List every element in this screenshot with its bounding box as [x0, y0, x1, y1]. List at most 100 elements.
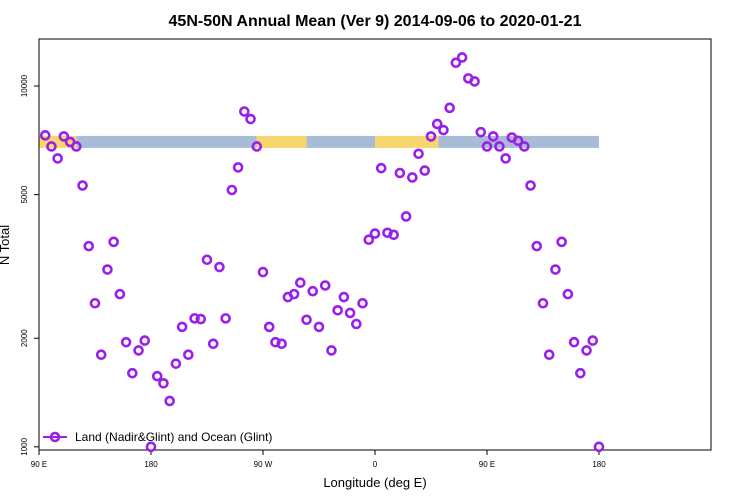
- data-point: [108, 236, 119, 248]
- data-point: [151, 370, 163, 382]
- data-point: [214, 261, 225, 273]
- data-point: [114, 288, 126, 300]
- data-point: [158, 377, 169, 389]
- data-point: [133, 345, 144, 356]
- data-point: [189, 313, 200, 324]
- x-tick-label-5: 180: [592, 460, 606, 469]
- chart-title: 45N-50N Annual Mean (Ver 9) 2014-09-06 t…: [169, 13, 582, 30]
- data-point: [319, 280, 331, 291]
- data-point: [338, 291, 350, 303]
- strip-ocean-0: [76, 135, 257, 148]
- data-point: [263, 321, 275, 333]
- strip-ocean-2: [438, 135, 599, 148]
- data-point: [232, 162, 244, 173]
- data-point: [438, 124, 449, 136]
- data-point: [357, 297, 368, 309]
- data-point: [288, 288, 300, 300]
- data-point: [394, 167, 406, 179]
- data-point: [145, 441, 157, 453]
- data-point: [313, 321, 325, 333]
- data-point: [537, 297, 549, 309]
- strip-land-2: [375, 135, 439, 148]
- data-point: [431, 118, 443, 130]
- data-point: [170, 358, 182, 369]
- data-point: [425, 131, 437, 142]
- data-point: [295, 277, 306, 289]
- data-point: [543, 349, 555, 361]
- data-point: [102, 264, 113, 275]
- data-point: [46, 141, 57, 152]
- data-point: [593, 441, 605, 453]
- data-point: [456, 52, 468, 63]
- data-point: [164, 395, 175, 407]
- x-tick-label-0: 90 E: [31, 460, 47, 469]
- data-point: [52, 153, 63, 164]
- x-tick-label-2: 90 W: [254, 460, 273, 469]
- data-point: [226, 184, 238, 196]
- data-point: [95, 349, 107, 361]
- legend-label: Land (Nadir&Glint) and Ocean (Glint): [75, 430, 272, 444]
- data-point: [512, 135, 524, 147]
- data-point: [494, 141, 505, 152]
- data-point: [413, 148, 424, 160]
- data-point: [531, 240, 543, 252]
- y-tick-label-0: 1000: [20, 437, 29, 455]
- data-point: [519, 141, 530, 152]
- data-point: [83, 240, 95, 252]
- data-point: [120, 336, 132, 348]
- data-point: [581, 345, 592, 356]
- x-tick-label-3: 0: [373, 460, 378, 469]
- data-point: [363, 234, 375, 246]
- data-point: [400, 211, 412, 222]
- data-point: [407, 172, 418, 183]
- data-point: [276, 338, 287, 350]
- data-point: [58, 131, 70, 142]
- y-tick-label-1: 2000: [20, 329, 29, 347]
- data-point: [487, 131, 499, 142]
- data-point: [245, 113, 256, 125]
- data-point: [388, 229, 399, 241]
- data-point: [176, 321, 188, 333]
- data-point: [251, 141, 263, 152]
- data-point: [568, 336, 580, 348]
- data-point: [500, 153, 511, 164]
- x-tick-label-4: 90 E: [479, 460, 495, 469]
- y-tick-label-3: 10000: [20, 74, 29, 97]
- data-point: [71, 141, 82, 152]
- data-point: [220, 313, 231, 324]
- data-point: [183, 349, 194, 361]
- y-tick-label-2: 5000: [20, 185, 29, 203]
- x-axis-ticks: 90 E 180 90 W 0 90 E 180: [31, 450, 606, 469]
- data-points: [39, 52, 605, 453]
- data-point: [77, 180, 88, 191]
- strip-ocean-1: [306, 135, 375, 148]
- data-point: [139, 335, 151, 346]
- data-point: [587, 335, 599, 346]
- data-point: [207, 338, 219, 350]
- data-point: [307, 285, 319, 297]
- data-point: [556, 236, 567, 248]
- data-point: [450, 57, 462, 69]
- data-point: [326, 345, 337, 356]
- data-point: [469, 76, 480, 87]
- data-point: [257, 266, 269, 278]
- legend-marker: [49, 431, 61, 443]
- data-point: [481, 141, 493, 152]
- x-axis-label: Longitude (deg E): [323, 475, 426, 490]
- data-point: [270, 336, 281, 348]
- data-point: [239, 106, 250, 117]
- data-point: [444, 102, 455, 114]
- y-axis-label: N Total: [0, 225, 12, 265]
- plot-frame: [38, 38, 712, 451]
- data-point: [344, 307, 356, 319]
- data-point: [127, 367, 138, 379]
- data-point: [525, 180, 536, 191]
- data-point: [201, 254, 213, 266]
- data-point: [89, 297, 101, 309]
- data-point: [550, 264, 561, 275]
- legend: Land (Nadir&Glint) and Ocean (Glint): [43, 430, 272, 444]
- data-point: [375, 162, 387, 174]
- data-point: [475, 126, 487, 138]
- data-point: [419, 165, 431, 176]
